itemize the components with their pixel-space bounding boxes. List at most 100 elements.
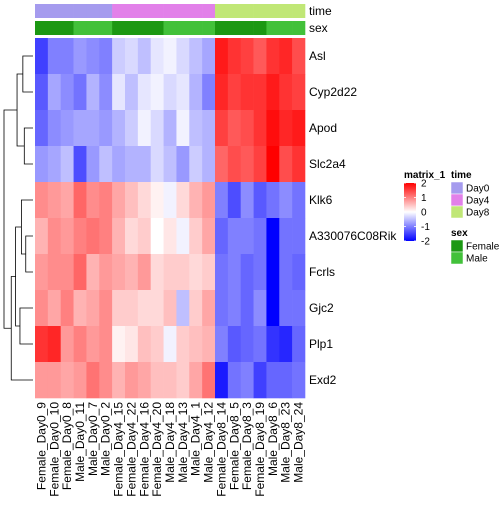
heatmap-cell bbox=[47, 254, 62, 291]
sex-annotation-cell bbox=[35, 21, 49, 35]
heatmap-cell bbox=[60, 74, 74, 111]
row-label: Gjc2 bbox=[309, 301, 334, 315]
heatmap-cell bbox=[150, 146, 164, 183]
heatmap-cell bbox=[125, 290, 139, 327]
heatmap-cell bbox=[189, 362, 203, 399]
time-legend-label: Day4 bbox=[466, 196, 490, 207]
sex-annotation-cell bbox=[215, 21, 229, 35]
column-label: Male_Day8_6 bbox=[266, 402, 280, 476]
sex-annotation-cell bbox=[112, 21, 126, 35]
heatmap-cell bbox=[176, 218, 190, 255]
heatmap-cell bbox=[227, 362, 242, 399]
column-label: Male_Day0_7 bbox=[86, 402, 100, 476]
heatmap-cell bbox=[240, 290, 254, 327]
sex-annotation-cell bbox=[266, 21, 280, 35]
color-legend-tick-label: 2 bbox=[421, 179, 427, 190]
time-annotation-track: time bbox=[35, 4, 332, 18]
heatmap-cell bbox=[266, 254, 280, 291]
sex-legend-swatch bbox=[450, 251, 464, 265]
column-label: Male_Day4_1 bbox=[189, 402, 203, 476]
heatmap-cell bbox=[279, 362, 293, 399]
heatmap-cell bbox=[215, 74, 229, 111]
heatmap-cell bbox=[202, 254, 216, 291]
heatmap-cell bbox=[86, 146, 100, 183]
heatmap-cell bbox=[137, 182, 152, 219]
heatmap-cell bbox=[125, 218, 139, 255]
heatmap-cell bbox=[176, 74, 190, 111]
heatmap-cell bbox=[227, 110, 242, 147]
heatmap-cell bbox=[292, 146, 306, 183]
heatmap-cell bbox=[73, 362, 87, 399]
heatmap-cell bbox=[176, 38, 190, 75]
heatmap-cell bbox=[279, 290, 293, 327]
heatmap-cell bbox=[266, 362, 280, 399]
heatmap-cell bbox=[215, 110, 229, 147]
heatmap-cell bbox=[253, 254, 267, 291]
sex-legend-swatch bbox=[450, 239, 464, 253]
heatmap-cell bbox=[292, 110, 306, 147]
column-label: Male_Day4_18 bbox=[163, 402, 177, 483]
heatmap-cell bbox=[35, 110, 49, 147]
time-annotation-cell bbox=[73, 4, 87, 18]
heatmap-cell bbox=[137, 218, 152, 255]
heatmap-cell bbox=[163, 74, 177, 111]
heatmap-cell bbox=[279, 254, 293, 291]
heatmap-cell bbox=[189, 110, 203, 147]
heatmap-cell bbox=[35, 146, 49, 183]
heatmap-cell bbox=[99, 110, 113, 147]
column-label: Female_Day4_15 bbox=[112, 402, 126, 497]
heatmap-cell bbox=[73, 146, 87, 183]
heatmap-cell bbox=[279, 182, 293, 219]
heatmap-cell bbox=[163, 326, 177, 363]
heatmap-cell bbox=[202, 218, 216, 255]
heatmap-cell bbox=[266, 38, 280, 75]
heatmap-cell bbox=[163, 110, 177, 147]
heatmap-cell bbox=[227, 218, 242, 255]
time-annotation-cell bbox=[86, 4, 100, 18]
heatmap-cell bbox=[99, 254, 113, 291]
heatmap-cell bbox=[279, 74, 293, 111]
color-legend-bar bbox=[404, 183, 416, 241]
heatmap-cell bbox=[163, 182, 177, 219]
sex-annotation-cell bbox=[150, 21, 164, 35]
dendrogram-branch bbox=[10, 276, 33, 381]
sex-annotation-cell bbox=[47, 21, 62, 35]
heatmap-cell bbox=[189, 254, 203, 291]
heatmap-cell bbox=[86, 290, 100, 327]
heatmap-cell bbox=[125, 74, 139, 111]
heatmap-cell bbox=[137, 362, 152, 399]
time-track-label: time bbox=[309, 4, 332, 18]
heatmap-cell bbox=[279, 146, 293, 183]
heatmap-cell bbox=[150, 362, 164, 399]
heatmap-cell bbox=[253, 218, 267, 255]
heatmap-cell bbox=[279, 110, 293, 147]
time-annotation-cell bbox=[163, 4, 177, 18]
heatmap-cell bbox=[99, 146, 113, 183]
heatmap-cell bbox=[112, 362, 126, 399]
heatmap-cell bbox=[163, 362, 177, 399]
heatmap-cell bbox=[266, 290, 280, 327]
color-legend-title: matrix_1 bbox=[404, 170, 446, 181]
heatmap-cell bbox=[86, 254, 100, 291]
heatmap-cell bbox=[112, 290, 126, 327]
heatmap-cell bbox=[176, 326, 190, 363]
row-label: Cyp2d22 bbox=[309, 85, 357, 99]
heatmap-cell bbox=[292, 74, 306, 111]
heatmap-cell bbox=[266, 146, 280, 183]
heatmap-cell bbox=[202, 38, 216, 75]
heatmap-cell bbox=[266, 110, 280, 147]
row-labels: Asl Cyp2d22 Apod Slc2a4 Klk6 A330076C08Rik Fcr… bbox=[309, 49, 397, 387]
heatmap-cell bbox=[176, 182, 190, 219]
dendrogram-branch bbox=[25, 235, 33, 273]
heatmap-cell bbox=[99, 74, 113, 111]
sex-annotation-cell bbox=[240, 21, 254, 35]
heatmap-cell bbox=[137, 74, 152, 111]
heatmap-cell bbox=[253, 290, 267, 327]
sex-track-label: sex bbox=[309, 21, 328, 35]
row-label: Exd2 bbox=[309, 373, 337, 387]
column-label: Female_Day4_22 bbox=[124, 402, 138, 497]
heatmap-cell bbox=[125, 38, 139, 75]
heatmap-cell bbox=[202, 326, 216, 363]
dendrogram-branch bbox=[3, 109, 18, 329]
heatmap-cell bbox=[189, 290, 203, 327]
